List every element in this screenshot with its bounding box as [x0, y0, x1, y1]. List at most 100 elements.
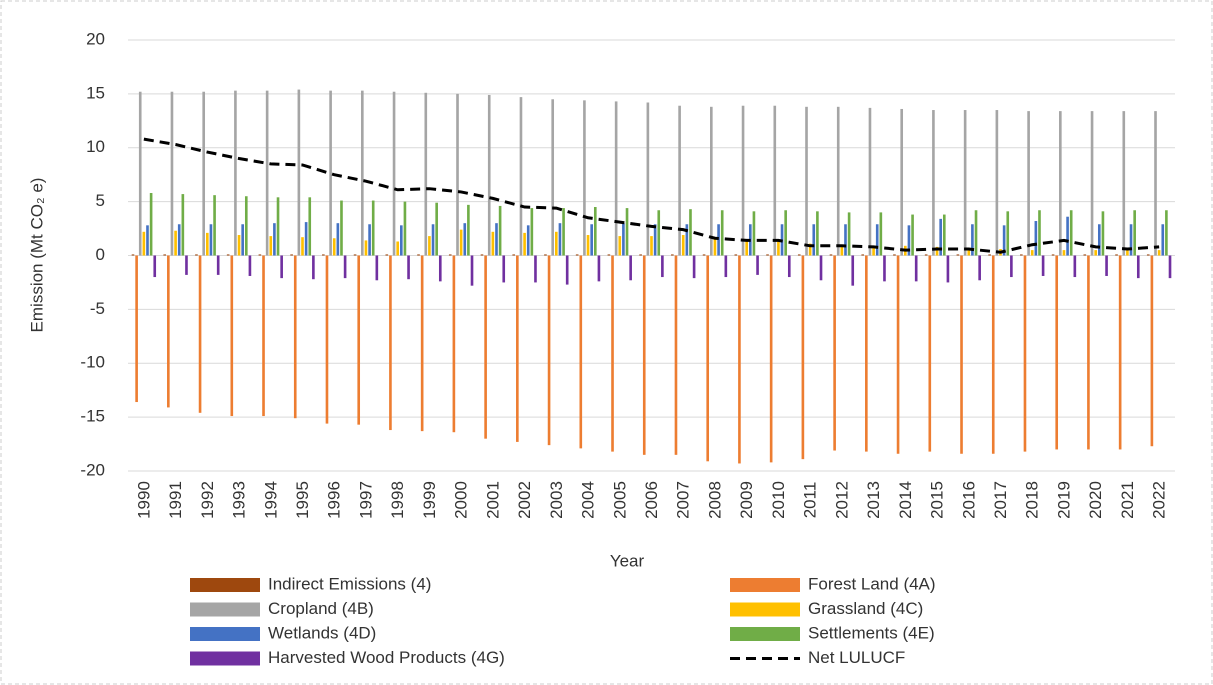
bar	[766, 254, 769, 256]
bar	[269, 236, 273, 256]
bar	[146, 225, 149, 256]
bar	[385, 254, 389, 256]
bar	[273, 223, 276, 256]
bar	[896, 255, 900, 454]
bar	[713, 238, 717, 256]
x-tick-label: 2018	[1023, 481, 1042, 519]
bar	[544, 254, 547, 256]
x-axis-title: Year	[610, 551, 645, 570]
bar	[448, 254, 452, 256]
legend-label: Harvested Wood Products (4G)	[268, 648, 505, 667]
bar	[1062, 250, 1066, 256]
bar	[467, 204, 470, 256]
bar	[438, 255, 442, 282]
legend-label: Settlements (4E)	[808, 623, 935, 642]
bar	[829, 254, 833, 256]
bar	[519, 97, 523, 256]
bar	[1126, 250, 1129, 256]
bar	[167, 255, 170, 408]
bar	[622, 223, 625, 256]
bar	[1055, 255, 1059, 450]
bar	[661, 255, 664, 278]
bar	[879, 212, 883, 256]
bar	[995, 110, 999, 256]
bar	[138, 91, 142, 256]
x-tick-label: 2002	[515, 481, 534, 519]
bar	[836, 106, 840, 256]
bar	[185, 255, 188, 275]
bar	[392, 91, 396, 256]
bar	[142, 231, 146, 256]
bar	[773, 105, 777, 256]
bar	[547, 255, 551, 446]
y-tick-label: 20	[86, 29, 105, 48]
bar	[420, 255, 424, 432]
bar	[1034, 221, 1038, 256]
bar	[1168, 255, 1172, 279]
bar	[361, 90, 364, 256]
x-tick-label: 2013	[864, 481, 883, 519]
bar	[456, 93, 459, 256]
legend-swatch	[730, 602, 800, 617]
bar	[593, 207, 597, 256]
x-tick-label: 2010	[769, 481, 788, 519]
bar	[1133, 210, 1136, 256]
y-tick-label: -20	[80, 460, 105, 479]
bar	[459, 229, 463, 256]
bar	[883, 255, 886, 282]
bar	[498, 205, 502, 256]
bar	[960, 255, 963, 454]
bar	[530, 208, 534, 256]
bar	[907, 225, 911, 256]
x-tick-label: 2022	[1150, 481, 1169, 519]
bar	[935, 246, 939, 256]
bar	[967, 247, 971, 256]
bar	[399, 225, 403, 256]
bar	[1129, 224, 1133, 256]
x-tick-label: 1997	[356, 481, 375, 519]
bar	[914, 255, 918, 282]
y-tick-label: -5	[90, 299, 105, 318]
bar	[516, 255, 519, 442]
bar	[237, 235, 241, 256]
y-tick-label: -15	[80, 407, 105, 426]
bar	[234, 90, 237, 256]
legend-swatch	[730, 578, 800, 592]
bar	[974, 210, 978, 256]
bar	[230, 255, 234, 417]
x-tick-label: 2019	[1054, 481, 1073, 519]
bar	[202, 91, 206, 256]
bar	[248, 255, 252, 276]
bar	[629, 255, 632, 281]
y-tick-label: 0	[96, 245, 105, 264]
bar	[797, 254, 801, 256]
bar	[618, 236, 622, 256]
bar	[407, 255, 410, 280]
bar	[149, 193, 153, 256]
legend-swatch	[190, 602, 260, 617]
x-tick-label: 1994	[261, 481, 280, 519]
bar	[808, 243, 812, 256]
bar	[1150, 255, 1154, 447]
bar	[816, 211, 819, 256]
bar	[534, 255, 537, 283]
x-tick-label: 2016	[959, 481, 978, 519]
bar	[963, 110, 967, 256]
bar	[396, 241, 399, 256]
x-tick-label: 1990	[134, 481, 153, 519]
bar	[368, 224, 371, 256]
y-axis-title: Emission (Mt CO₂ e)	[27, 178, 46, 333]
bar	[262, 255, 265, 417]
x-tick-label: 1992	[198, 481, 217, 519]
x-tick-label: 2012	[832, 481, 851, 519]
bar	[597, 255, 601, 282]
bar	[1059, 111, 1062, 256]
net-line	[143, 137, 1160, 254]
bar	[583, 100, 586, 256]
legend-label: Grassland (4C)	[808, 599, 923, 618]
y-tick-label: -10	[80, 353, 105, 372]
bar	[131, 254, 135, 256]
bar	[833, 255, 836, 451]
bar	[431, 224, 435, 256]
y-tick-label: 15	[86, 83, 105, 102]
